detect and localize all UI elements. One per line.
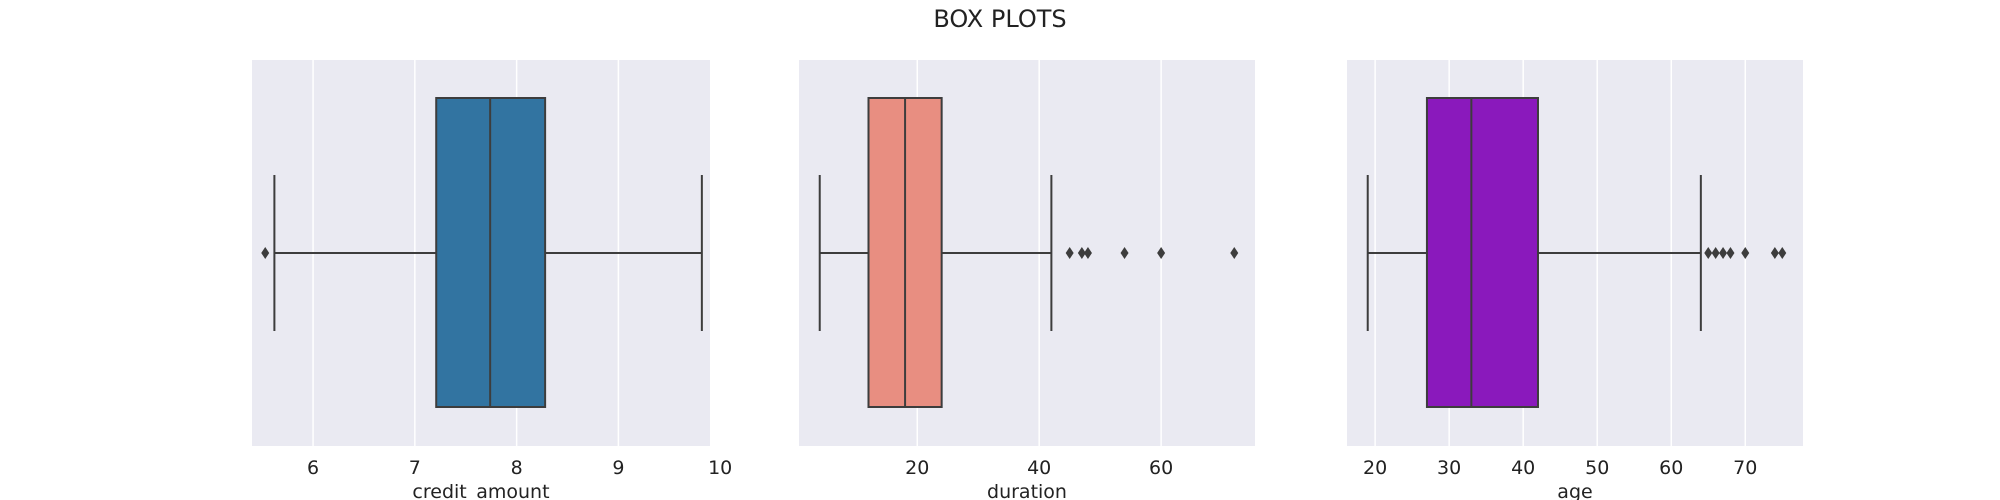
x-tick-label: 50 [1585,457,1609,479]
x-tick-label: 30 [1437,457,1461,479]
x-tick-label: 9 [612,457,624,479]
box-plot-credit-amount: 6 7 8 9 10 credit_amount [252,60,732,500]
outlier-point [1711,247,1720,259]
outlier-point [1065,247,1074,259]
outlier-point [261,247,270,259]
iqr-box [1425,97,1539,408]
outlier-point [1157,247,1166,259]
box-plot-duration: 20 40 60 duration [799,60,1255,500]
x-tick-label: 40 [1511,457,1535,479]
outlier-point [1770,247,1779,259]
x-tick-label: 40 [1027,457,1051,479]
outlier-point [1719,247,1728,259]
box-plot-age: 20 30 40 50 60 70 age [1347,60,1803,500]
outlier-point [1077,247,1086,259]
x-tick-label: 7 [409,457,421,479]
x-tick-label: 60 [1659,457,1683,479]
x-tick-label: 6 [307,457,319,479]
x-tick-label: 20 [1363,457,1387,479]
outlier-point [1778,247,1787,259]
outlier-point [1726,247,1735,259]
x-tick-label: 20 [905,457,929,479]
outlier-point [1120,247,1129,259]
x-axis-label: duration [987,481,1067,500]
x-tick-label: 70 [1733,457,1757,479]
x-axis-label: credit_amount [412,481,549,500]
x-tick-label: 10 [708,457,732,479]
outlier-point [1083,247,1092,259]
outlier-point [1704,247,1713,259]
x-tick-label: 8 [511,457,523,479]
x-axis-label: age [1557,481,1592,500]
outlier-point [1230,247,1239,259]
figure-title: BOX PLOTS [933,5,1067,33]
x-tick-label: 60 [1149,457,1173,479]
outlier-point [1741,247,1750,259]
